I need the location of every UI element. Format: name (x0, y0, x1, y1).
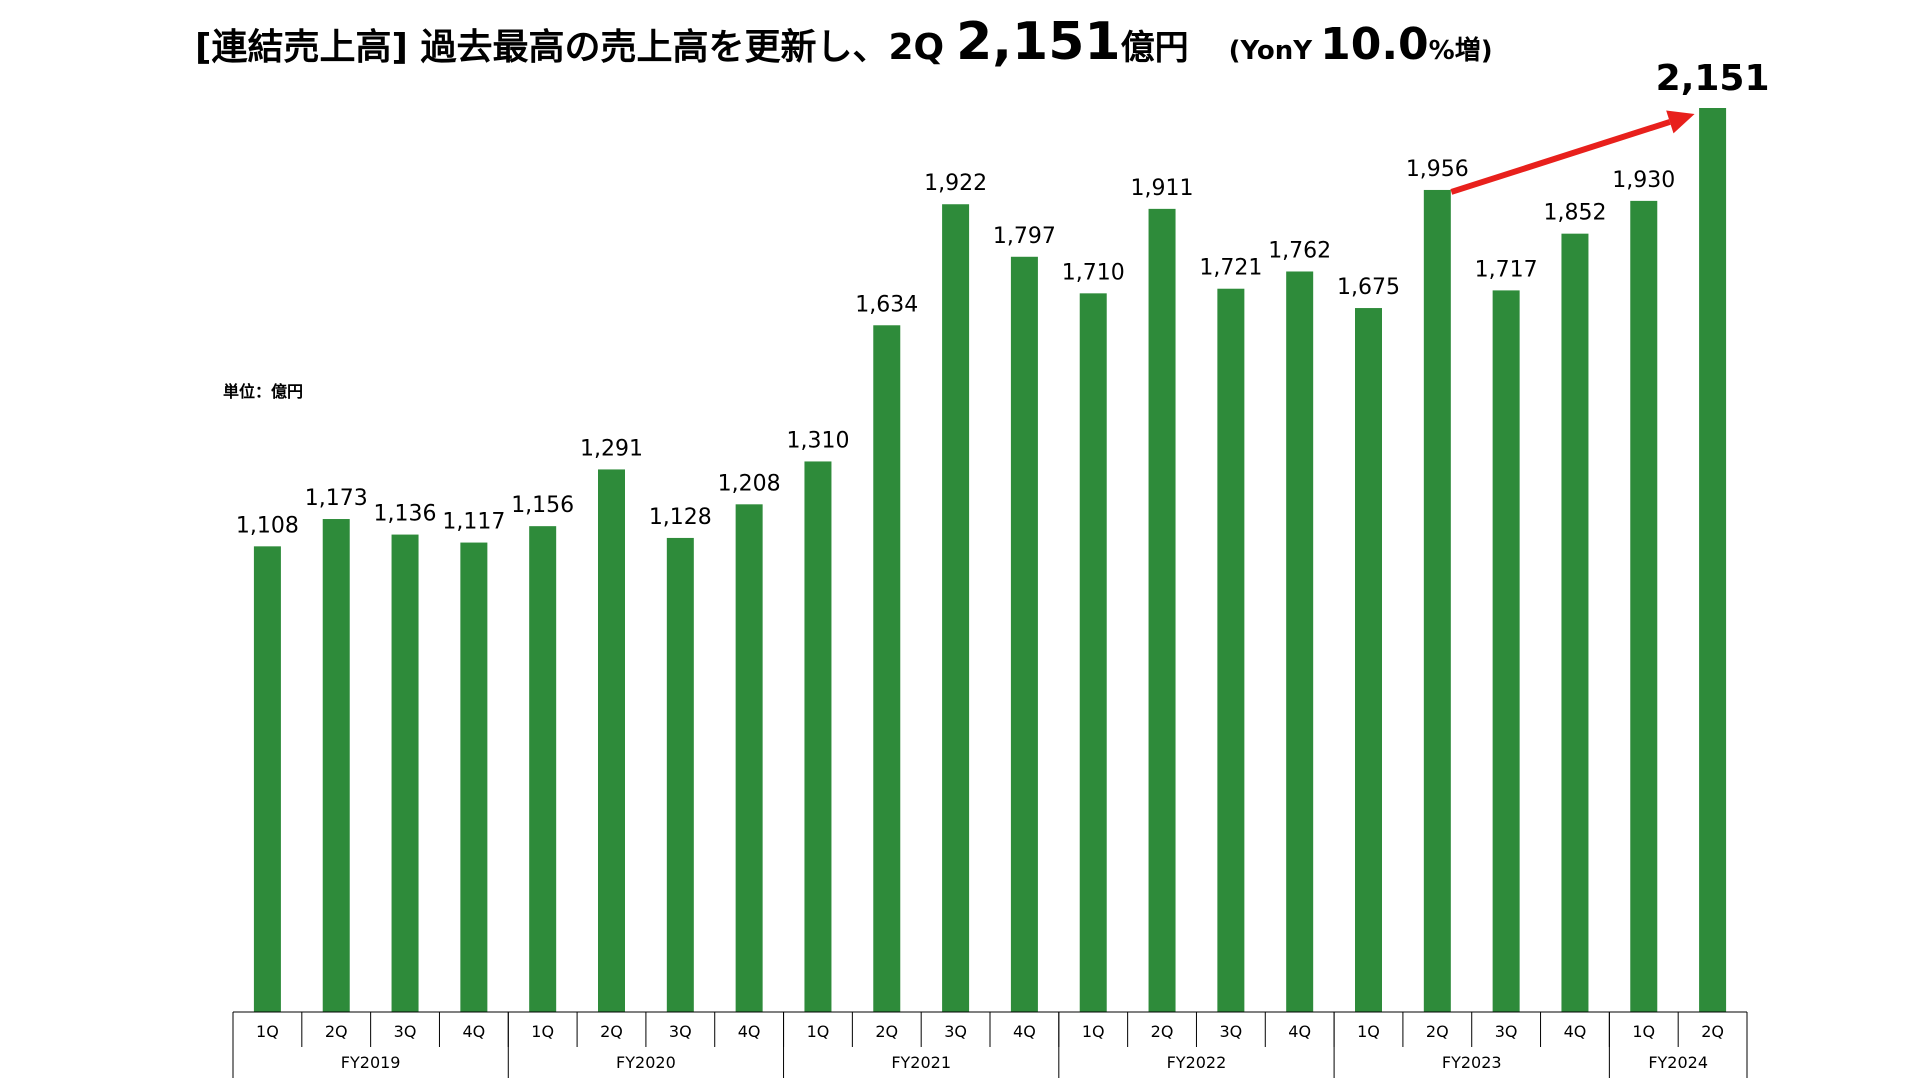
bar (1699, 108, 1727, 1012)
value-label: 1,930 (1612, 168, 1675, 193)
bar (1217, 288, 1245, 1012)
quarter-tick-label: 3Q (1495, 1022, 1518, 1041)
quarter-tick-label: 2Q (1151, 1022, 1174, 1041)
quarter-tick-label: 3Q (394, 1022, 417, 1041)
quarter-tick-label: 4Q (1288, 1022, 1311, 1041)
value-label: 1,797 (993, 224, 1056, 249)
bar (1286, 271, 1314, 1013)
bar (804, 461, 832, 1012)
quarter-tick-label: 2Q (1701, 1022, 1724, 1041)
bar (1561, 233, 1589, 1012)
bar (391, 534, 419, 1012)
bar (873, 325, 901, 1012)
fiscal-year-label: FY2019 (341, 1053, 401, 1072)
quarter-tick-label: 1Q (1357, 1022, 1380, 1041)
bar (1423, 189, 1451, 1012)
quarter-tick-label: 3Q (669, 1022, 692, 1041)
bar (1010, 256, 1038, 1012)
value-label: 1,911 (1131, 176, 1194, 201)
bars-layer (253, 108, 1727, 1013)
quarter-tick-label: 2Q (325, 1022, 348, 1041)
trend-arrow-head (1666, 110, 1695, 134)
yony-value: 10.0 (1320, 19, 1429, 70)
value-label: 1,108 (236, 513, 299, 538)
fiscal-year-label: FY2020 (616, 1053, 676, 1072)
quarter-tick-label: 1Q (256, 1022, 279, 1041)
bar (1630, 200, 1658, 1013)
bar (1492, 290, 1520, 1012)
bar (1079, 293, 1107, 1013)
bar (598, 469, 625, 1012)
quarter-tick-label: 4Q (462, 1022, 485, 1041)
trend-arrow-shaft (1450, 119, 1671, 195)
fiscal-year-label: FY2022 (1167, 1053, 1227, 1072)
trend-arrow-layer (1450, 110, 1695, 195)
value-label: 2,151 (1656, 58, 1770, 99)
value-label: 1,128 (649, 505, 712, 530)
value-label: 1,675 (1337, 275, 1400, 300)
value-label: 1,710 (1062, 260, 1125, 285)
bar (666, 537, 694, 1012)
value-label: 1,922 (924, 171, 987, 196)
value-label: 1,117 (442, 510, 505, 535)
title-main: [連結売上高] 過去最高の売上高を更新し、2Q (195, 27, 945, 68)
bar (1148, 208, 1176, 1012)
fiscal-year-label: FY2024 (1648, 1053, 1708, 1072)
value-label: 1,136 (374, 502, 437, 527)
bar (253, 546, 281, 1012)
value-label: 1,956 (1406, 157, 1469, 182)
quarter-tick-label: 3Q (944, 1022, 967, 1041)
value-label: 1,173 (305, 486, 368, 511)
unit-label: 単位：億円 (223, 382, 304, 401)
value-label: 1,852 (1543, 201, 1606, 226)
quarter-tick-label: 2Q (875, 1022, 898, 1041)
quarter-tick-label: 1Q (1082, 1022, 1105, 1041)
value-label: 1,721 (1199, 256, 1262, 281)
value-label: 1,717 (1475, 257, 1538, 282)
quarter-tick-label: 4Q (738, 1022, 761, 1041)
fiscal-year-label: FY2023 (1442, 1053, 1502, 1072)
title-unit: 億円 (1120, 28, 1189, 68)
quarter-tick-label: 2Q (600, 1022, 623, 1041)
bar (529, 526, 557, 1012)
quarter-tick-label: 4Q (1564, 1022, 1587, 1041)
bar (942, 204, 970, 1012)
quarter-tick-label: 3Q (1219, 1022, 1242, 1041)
yony-prefix: (YonY (1228, 36, 1313, 66)
chart-title: [連結売上高] 過去最高の売上高を更新し、2Q 2,151億円 (YonY 10.0%… (195, 12, 1695, 82)
quarter-tick-label: 1Q (807, 1022, 830, 1041)
value-label: 1,208 (718, 471, 781, 496)
bar (1355, 308, 1382, 1012)
quarter-tick-label: 1Q (1632, 1022, 1655, 1041)
bar (460, 542, 488, 1012)
value-label: 1,310 (786, 428, 849, 453)
quarter-tick-label: 1Q (531, 1022, 554, 1041)
value-label: 1,634 (855, 292, 918, 317)
title-value: 2,151 (956, 12, 1121, 72)
fiscal-year-label: FY2021 (891, 1053, 951, 1072)
value-label: 1,762 (1268, 238, 1331, 263)
yony-suffix: %増) (1428, 36, 1493, 66)
bar (735, 504, 763, 1012)
bar (322, 519, 350, 1012)
quarter-tick-label: 2Q (1426, 1022, 1449, 1041)
value-label: 1,156 (511, 493, 574, 518)
x-axis: 1Q 2Q 3Q 4Q 1Q 2Q 3Q 4Q 1Q 2Q 3Q 4Q 1Q 2Q 3Q 4Q 1Q 2Q 3Q 4Q… (232, 1011, 1748, 1078)
quarter-tick-label: 4Q (1013, 1022, 1036, 1041)
value-label: 1,291 (580, 436, 643, 461)
